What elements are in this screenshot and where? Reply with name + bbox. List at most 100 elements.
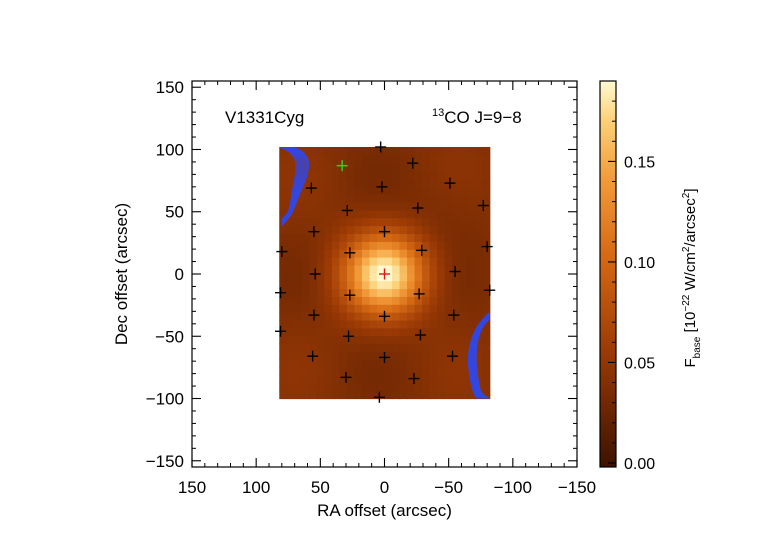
map-pixel	[474, 335, 483, 345]
map-pixel	[429, 233, 438, 242]
map-pixel	[407, 217, 416, 227]
map-pixel	[452, 304, 461, 313]
map-pixel	[361, 280, 371, 290]
map-pixel	[309, 296, 318, 305]
contour-line	[468, 312, 490, 399]
map-pixel	[407, 390, 416, 400]
map-pixel	[414, 296, 423, 305]
map-pixel	[331, 335, 340, 345]
center-pixel-marker	[379, 268, 390, 280]
map-pixel	[422, 351, 431, 360]
map-pixel	[384, 170, 393, 180]
map-pixel	[279, 359, 288, 368]
map-pixel	[422, 327, 431, 337]
map-pixel	[279, 162, 288, 172]
map-pixel	[286, 241, 295, 250]
map-pixel	[324, 296, 333, 305]
map-pixel	[429, 154, 438, 164]
pixel-marker	[379, 310, 390, 322]
map-pixel	[482, 146, 491, 156]
map-pixel	[286, 217, 295, 227]
map-pixel	[361, 367, 371, 376]
pixel-marker	[413, 288, 425, 300]
pixel-marker	[344, 247, 356, 259]
map-pixel	[369, 241, 378, 250]
map-pixel	[361, 178, 371, 187]
map-pixel	[331, 162, 340, 172]
map-pixel	[392, 209, 401, 219]
map-pixel	[437, 154, 446, 164]
map-pixel	[339, 162, 348, 172]
map-pixel	[309, 194, 318, 203]
map-pixel	[331, 390, 340, 400]
offset-pixel-marker	[336, 160, 348, 172]
map-pixel	[369, 382, 378, 392]
map-pixel	[474, 146, 483, 156]
map-pixel	[437, 296, 446, 305]
map-pixel	[414, 312, 423, 321]
map-pixel	[279, 170, 288, 180]
map-pixel	[399, 225, 408, 235]
map-pixel	[422, 296, 431, 305]
map-pixel	[467, 146, 476, 156]
map-pixel	[361, 209, 371, 219]
map-pixel	[384, 351, 393, 360]
map-pixel	[301, 367, 310, 376]
map-pixel	[452, 367, 461, 376]
map-pixel	[399, 233, 408, 242]
map-pixel	[339, 351, 348, 360]
map-pixel	[354, 382, 363, 392]
map-pixel	[361, 233, 371, 242]
map-pixel	[414, 186, 423, 195]
map-pixel	[339, 146, 348, 156]
map-pixel	[437, 382, 446, 392]
map-pixel	[294, 194, 303, 203]
map-pixel	[459, 374, 468, 384]
map-pixel	[422, 162, 431, 172]
x-tick-label: 50	[311, 478, 330, 497]
map-pixel	[474, 249, 483, 258]
x-axis-label: RA offset (arcsec)	[317, 501, 452, 520]
x-tick-label: −50	[434, 478, 463, 497]
map-pixel	[346, 162, 356, 172]
map-pixel	[369, 249, 378, 258]
map-pixel	[301, 225, 310, 235]
map-pixel	[301, 202, 310, 211]
map-pixel	[459, 359, 468, 368]
map-pixel	[309, 186, 318, 195]
map-pixel	[369, 272, 378, 282]
map-pixel	[452, 343, 461, 352]
map-pixel	[369, 194, 378, 203]
y-axis-label: Dec offset (arcsec)	[112, 203, 131, 345]
map-pixel	[354, 194, 363, 203]
map-pixel	[346, 272, 356, 282]
map-pixel	[474, 194, 483, 203]
map-pixel	[444, 327, 453, 337]
map-pixel	[286, 162, 295, 172]
map-pixel	[294, 257, 303, 266]
map-pixel	[279, 264, 288, 274]
map-pixel	[444, 359, 453, 368]
map-pixel	[279, 343, 288, 352]
map-pixel	[384, 280, 393, 290]
map-pixel	[429, 162, 438, 172]
map-pixel	[467, 296, 476, 305]
map-pixel	[339, 257, 348, 266]
map-pixel	[331, 264, 340, 274]
map-pixel	[459, 257, 468, 266]
map-pixel	[294, 209, 303, 219]
map-pixel	[467, 257, 476, 266]
map-pixel	[309, 170, 318, 180]
map-pixel	[474, 257, 483, 266]
map-pixel	[459, 170, 468, 180]
map-pixel	[444, 233, 453, 242]
map-pixel	[467, 304, 476, 313]
map-pixel	[361, 272, 371, 282]
map-pixel	[361, 170, 371, 180]
map-pixel	[361, 374, 371, 384]
map-pixel	[339, 154, 348, 164]
map-pixel	[392, 194, 401, 203]
map-pixel	[459, 343, 468, 352]
map-pixel	[414, 335, 423, 345]
map-pixel	[376, 233, 386, 242]
